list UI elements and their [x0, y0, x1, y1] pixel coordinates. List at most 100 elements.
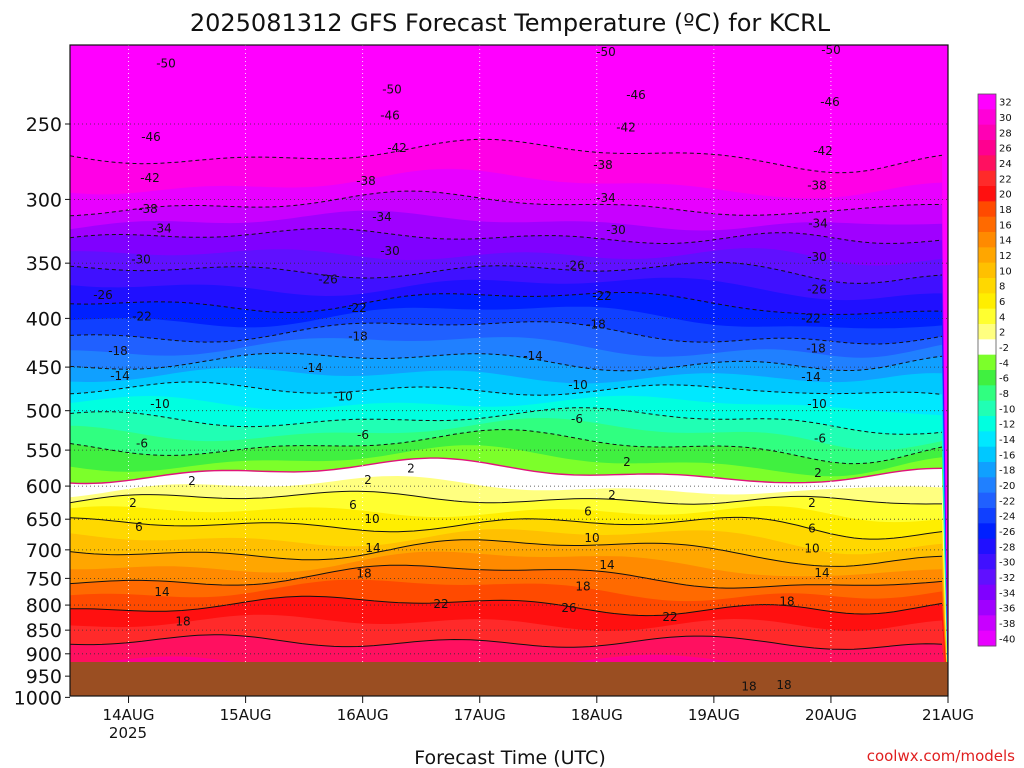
colorbar-swatch-7	[978, 201, 996, 218]
contour-label-53: 2	[608, 488, 616, 502]
y-tick-label-5: 500	[26, 401, 62, 423]
colorbar-label-15: 2	[999, 328, 1005, 339]
colorbar-label-1: 30	[999, 113, 1012, 124]
isotherm-0	[70, 138, 943, 174]
colorbar-frame	[977, 93, 997, 647]
contour-label-43: -10	[807, 397, 827, 411]
colorbar-label-21: -12	[999, 420, 1015, 431]
colorbar-swatch-16	[978, 339, 996, 356]
colorbar-label-19: -8	[999, 389, 1009, 400]
contour-label-72: 22	[662, 610, 677, 624]
contour-label-59: 6	[808, 522, 816, 536]
isotherm-26	[70, 539, 943, 567]
x-tick-label-3: 17AUG	[454, 706, 506, 724]
colorbar-label-12: 8	[999, 282, 1005, 293]
contour-label-44: -6	[136, 436, 148, 450]
colorbar-label-6: 20	[999, 190, 1012, 201]
colorbar-swatch-15	[978, 324, 996, 340]
colorbar-label-22: -14	[999, 435, 1015, 446]
colorbar-swatch-10	[978, 247, 996, 264]
y-tick-label-1: 300	[26, 189, 62, 211]
contour-label-22: -30	[606, 223, 626, 237]
contour-label-65: 14	[599, 558, 614, 572]
colorbar-label-28: -26	[999, 527, 1015, 538]
colorbar-label-3: 26	[999, 144, 1012, 155]
y-tick-label-12: 850	[26, 620, 62, 642]
contour-label-63: 14	[154, 585, 169, 599]
contour-label-31: -22	[801, 311, 821, 325]
isotherm-20	[70, 457, 943, 485]
ground-surface	[70, 662, 948, 696]
x-tick-label-2: 16AUG	[337, 706, 389, 724]
colorbar-label-16: -2	[999, 343, 1009, 354]
contour-label-25: -26	[318, 272, 338, 286]
time-axis: 2025 14AUG 15AUG 16AUG 17AUG 18AUG 19AUG 20AUG…	[103, 696, 974, 742]
colorbar-swatch-24	[978, 462, 996, 478]
colorbar-label-9: 14	[999, 236, 1012, 247]
colorbar-swatch-34	[978, 615, 996, 632]
y-tick-label-2: 350	[26, 253, 62, 275]
colorbar-swatch-3	[978, 140, 996, 156]
pressure-axis: 2503003504004505005506006507007508008509…	[14, 114, 70, 709]
contour-label-30: -22	[592, 289, 612, 303]
colorbar-swatch-30	[978, 554, 996, 570]
colorbar-label-33: -36	[999, 604, 1015, 615]
contour-label-7: -46	[820, 95, 840, 109]
colorbar-swatch-0	[978, 94, 996, 110]
contour-label-60: 10	[364, 512, 379, 526]
colorbar-swatch-26	[978, 492, 996, 509]
contour-label-10: -42	[616, 120, 636, 134]
contour-label-48: 2	[407, 461, 415, 475]
contour-label-35: -18	[806, 341, 826, 355]
y-tick-label-11: 800	[26, 595, 62, 617]
colorbar-label-0: 32	[999, 98, 1012, 109]
colorbar-label-18: -6	[999, 374, 1009, 385]
colorbar-swatch-21	[978, 416, 996, 432]
credit-text: coolwx.com/models	[867, 747, 1015, 765]
colorbar-swatch-31	[978, 569, 996, 586]
colorbar-label-34: -38	[999, 619, 1015, 630]
colorbar-swatch-5	[978, 170, 996, 187]
y-tick-label-4: 450	[26, 357, 62, 379]
contour-label-3: -50	[821, 43, 841, 57]
contour-label-26: -26	[565, 259, 585, 273]
contour-label-58: 6	[584, 504, 592, 518]
contour-label-51: 2	[188, 474, 196, 488]
colorbar-swatch-11	[978, 262, 996, 279]
x-tick-label-7: 21AUG	[922, 706, 974, 724]
contour-label-20: -30	[131, 253, 151, 267]
isotherm-16	[70, 407, 943, 435]
colorbar-swatch-29	[978, 538, 996, 555]
y-tick-label-15: 1000	[14, 687, 62, 709]
colorbar-swatch-8	[978, 216, 996, 233]
contour-label-68: 18	[356, 566, 371, 580]
temperature-bands	[70, 45, 948, 696]
colorbar-label-2: 28	[999, 128, 1012, 139]
isotherm-22	[70, 490, 942, 505]
contour-label-17: -34	[372, 210, 392, 224]
colorbar-swatch-1	[978, 109, 996, 126]
isotherm-14	[70, 381, 943, 396]
colorbar-label-7: 18	[999, 205, 1012, 216]
y-tick-label-7: 600	[26, 476, 62, 498]
contour-label-6: -46	[626, 88, 646, 102]
contour-label-41: -10	[333, 389, 353, 403]
y-tick-label-6: 550	[26, 440, 62, 462]
contour-label-29: -22	[347, 301, 367, 315]
x-tick-label-4: 18AUG	[571, 706, 623, 724]
contour-label-49: 2	[623, 455, 631, 469]
contour-label-67: 18	[175, 614, 190, 628]
contour-label-15: -38	[807, 178, 827, 192]
colorbar-label-23: -16	[999, 450, 1015, 461]
y-tick-label-14: 950	[26, 666, 62, 688]
contour-label-64: 14	[365, 541, 380, 555]
contour-labels: -50 -50 -50 -50 -46 -46 -46 -46 -42 -42 -42 -42 -38 -…	[93, 43, 841, 693]
colorbar-swatch-28	[978, 523, 996, 540]
grid-lines	[70, 45, 948, 696]
colorbar-swatch-22	[978, 431, 996, 448]
colorbar-swatch-19	[978, 385, 996, 402]
y-tick-label-9: 700	[26, 540, 62, 562]
contour-label-33: -18	[348, 330, 368, 344]
contour-label-8: -42	[140, 171, 160, 185]
colorbar-swatch-6	[978, 186, 996, 202]
